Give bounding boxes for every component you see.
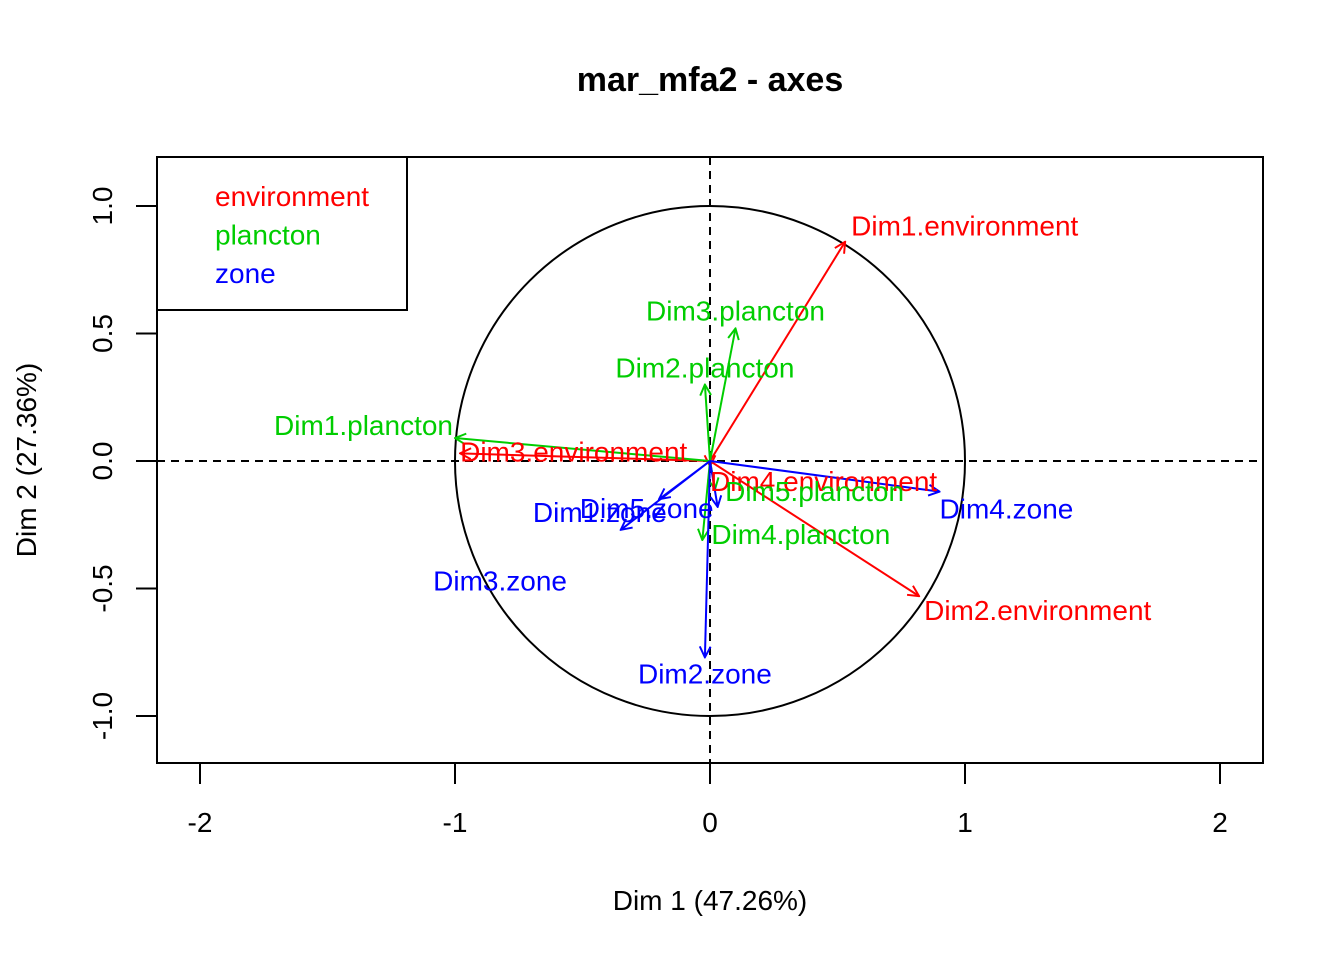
vector-label-dim3-zone: Dim3.zone — [433, 565, 567, 596]
y-tick-label: -0.5 — [87, 564, 118, 612]
vector-label-dim3-environment: Dim3.environment — [460, 436, 687, 467]
vector-dim2-environment — [709, 460, 919, 596]
y-tick-label: 1.0 — [87, 187, 118, 226]
x-tick-label: 1 — [957, 807, 973, 838]
vector-label-dim1-plancton: Dim1.plancton — [274, 410, 453, 441]
vector-dim2-zone — [705, 460, 710, 657]
vector-dim2-plancton — [705, 385, 710, 462]
x-tick-label: 2 — [1212, 807, 1228, 838]
y-tick-label: 0.5 — [87, 314, 118, 353]
x-axis: -2 -1 0 1 2 — [188, 762, 1228, 838]
variable-vectors — [455, 242, 940, 658]
vector-label-dim4-plancton: Dim4.plancton — [711, 519, 890, 550]
vector-label-dim4-zone: Dim4.zone — [940, 494, 1074, 525]
vector-label-dim3-plancton: Dim3.plancton — [646, 295, 825, 326]
vector-label-dim1-environment: Dim1.environment — [851, 211, 1078, 242]
x-axis-label: Dim 1 (47.26%) — [613, 885, 808, 916]
legend-entry-environment: environment — [215, 181, 369, 212]
legend-entry-plancton: plancton — [215, 220, 321, 251]
vector-label-dim4-environment: Dim4.environment — [710, 466, 937, 497]
y-tick-label: -1.0 — [87, 692, 118, 740]
chart-title: mar_mfa2 - axes — [577, 61, 844, 99]
legend-entry-zone: zone — [215, 258, 276, 289]
vector-label-dim5-zone: Dim5.zone — [580, 493, 714, 524]
vector-label-dim1-zone: Dim1.zone — [533, 497, 667, 528]
x-tick-label: -1 — [443, 807, 468, 838]
correlation-circle — [454, 205, 966, 717]
y-axis-label: Dim 2 (27.36%) — [11, 363, 42, 558]
vector-dim5-zone — [709, 460, 718, 507]
vector-label-dim2-plancton: Dim2.plancton — [615, 353, 794, 384]
vector-dim3-zone — [659, 460, 711, 499]
vector-dim3-environment — [460, 453, 711, 462]
vector-dim1-environment — [709, 242, 845, 462]
vector-label-dim2-zone: Dim2.zone — [638, 658, 772, 689]
x-tick-label: 0 — [702, 807, 718, 838]
legend-box — [156, 156, 408, 311]
y-tick-label: 0.0 — [87, 442, 118, 481]
x-tick-label: -2 — [188, 807, 213, 838]
vector-label-dim2-environment: Dim2.environment — [924, 595, 1151, 626]
vector-dim4-zone — [709, 460, 940, 492]
y-axis: -1.0 -0.5 0.0 0.5 1.0 — [87, 187, 158, 740]
variable-labels: Dim1.environment Dim2.environment Dim3.env… — [274, 211, 1152, 690]
legend: environment plancton zone — [156, 156, 408, 311]
vector-label-dim5-plancton: Dim5.plancton — [725, 476, 904, 507]
vector-dim3-plancton — [709, 328, 736, 462]
vector-dim1-plancton — [455, 438, 711, 462]
unit-circle — [454, 205, 966, 717]
